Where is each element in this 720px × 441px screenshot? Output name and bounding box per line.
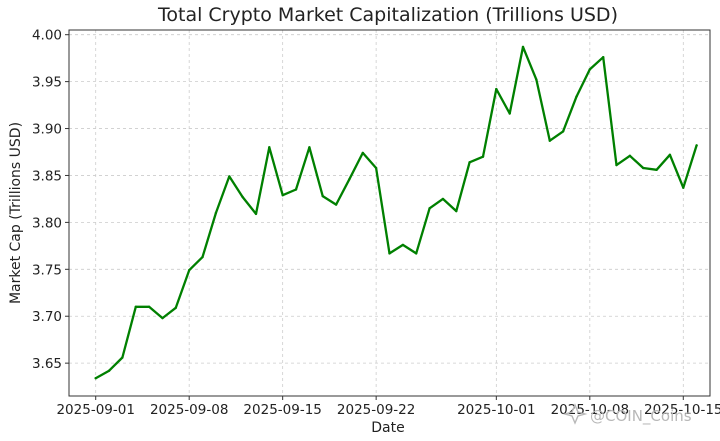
data-point: [682, 186, 685, 189]
data-point: [348, 178, 351, 181]
data-point: [668, 153, 672, 156]
data-point: [107, 369, 111, 372]
x-tick-label: 2025-09-15: [243, 402, 321, 418]
data-point: [441, 197, 445, 201]
data-point: [655, 168, 658, 171]
y-axis-label: Market Cap (Trillions USD): [8, 122, 24, 304]
y-axis-ticks: 3.65 3.70 3.75 3.80 3.85 3.90 3.95 4.00: [32, 28, 69, 372]
data-point: [548, 139, 551, 142]
data-point: [575, 95, 578, 98]
x-tick-label: 2025-09-22: [337, 402, 415, 418]
sparkle-icon: [562, 403, 588, 425]
y-tick-label: 3.70: [32, 309, 62, 325]
data-point: [695, 144, 698, 147]
y-tick-label: 3.75: [32, 262, 62, 278]
x-tick-label: 2025-09-01: [56, 402, 134, 418]
data-point: [214, 211, 218, 215]
data-point: [495, 87, 498, 91]
data-point: [642, 166, 645, 170]
x-tick-label: 2025-09-08: [150, 402, 228, 418]
data-point: [228, 175, 231, 178]
data-point: [628, 154, 632, 157]
data-point: [535, 78, 538, 81]
data-point: [401, 243, 405, 247]
data-point: [455, 209, 458, 213]
y-tick-label: 3.80: [32, 215, 62, 231]
data-point: [374, 166, 378, 170]
data-point: [254, 212, 258, 216]
data-point: [481, 155, 485, 158]
data-point: [561, 130, 565, 133]
plot-frame: [68, 29, 711, 397]
data-point: [174, 306, 177, 309]
data-point: [147, 305, 151, 308]
x-tick-label: 2025-10-08: [551, 402, 629, 418]
x-tick-label: 2025-10-15: [644, 402, 720, 418]
y-tick-label: 3.65: [32, 356, 62, 372]
grid: [69, 30, 710, 396]
watermark: @COIN_Coins: [562, 403, 692, 426]
data-point: [121, 356, 124, 359]
chart-title: Total Crypto Market Capitalization (Tril…: [157, 4, 618, 26]
data-point: [521, 45, 525, 49]
y-tick-label: 4.00: [32, 28, 62, 44]
data-point: [334, 203, 338, 206]
data-point: [241, 195, 244, 199]
data-point: [201, 255, 204, 259]
data-point: [294, 188, 298, 191]
data-point: [94, 377, 97, 380]
data-point: [281, 194, 284, 197]
data-point: [161, 316, 164, 320]
data-point: [428, 207, 431, 210]
data-point: [602, 56, 605, 59]
data-point: [308, 146, 311, 149]
data-point: [588, 68, 591, 71]
data-point: [468, 161, 471, 164]
data-point: [415, 252, 418, 255]
data-point: [361, 151, 364, 155]
y-tick-label: 3.95: [32, 75, 62, 91]
watermark-text: @COIN_Coins: [590, 407, 692, 426]
x-axis-label: Date: [371, 420, 404, 436]
series-line: [94, 45, 698, 380]
y-tick-label: 3.90: [32, 122, 62, 138]
data-point: [321, 194, 324, 198]
data-point: [615, 163, 618, 167]
data-point: [508, 112, 511, 115]
series-group: [94, 45, 698, 380]
data-point: [268, 146, 271, 149]
data-point: [388, 252, 391, 255]
x-tick-label: 2025-10-01: [457, 402, 535, 418]
data-point: [188, 269, 191, 272]
x-axis-ticks: 2025-09-01 2025-09-08 2025-09-15 2025-09-22…: [56, 396, 720, 418]
data-point: [134, 305, 137, 308]
y-tick-label: 3.85: [32, 168, 62, 184]
